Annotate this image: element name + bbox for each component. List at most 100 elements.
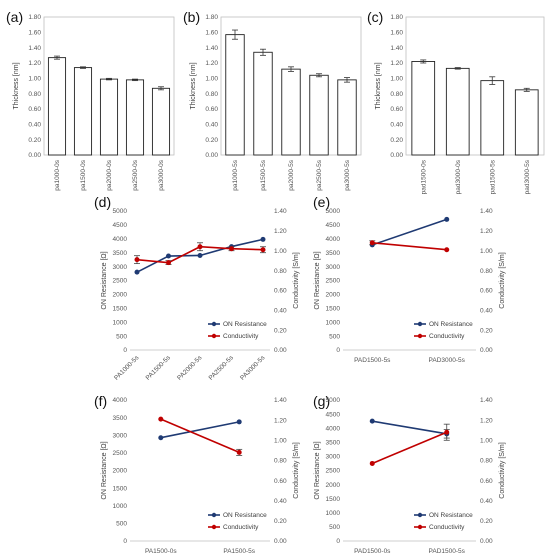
x-tick-label: pa2000-0s	[106, 159, 113, 190]
y-tick-label: 0.40	[205, 122, 218, 129]
y-tick-label: 0.80	[205, 91, 218, 98]
y-tick-label: 1.40	[205, 45, 218, 52]
bar	[99, 78, 119, 156]
x-tick-label: pad3000-0s	[455, 159, 462, 194]
data-point	[197, 252, 203, 258]
right-tick-label: 1.20	[274, 228, 287, 235]
left-tick-label: 3500	[326, 250, 341, 257]
data-point	[444, 429, 450, 435]
left-axis-title: ON Resistance [Ω]	[101, 251, 108, 309]
legend-marker	[417, 321, 423, 327]
y-tick-label: 1.60	[390, 30, 403, 37]
legend-marker	[417, 333, 423, 339]
y-tick-label: 0.40	[28, 122, 41, 129]
left-tick-label: 4500	[113, 222, 128, 229]
right-tick-label: 0.80	[274, 458, 287, 465]
data-point	[444, 216, 450, 222]
left-tick-label: 1000	[113, 319, 128, 326]
x-tick-label: PAD1500-5s	[429, 548, 466, 555]
x-tick-label: pad1500-0s	[420, 159, 427, 194]
x-tick-label: pa1500-0s	[80, 159, 87, 190]
bar	[125, 79, 145, 156]
y-tick-label: 1.20	[390, 60, 403, 67]
x-tick-label: pad1500-5s	[489, 159, 496, 194]
x-tick-label: pa2500-0s	[132, 159, 139, 190]
x-tick-label: PA3000-5s	[239, 354, 267, 382]
x-tick-label: pa2500-5s	[316, 159, 323, 190]
legend-label: ON Resistance	[429, 321, 473, 328]
x-tick-label: PA1500-0s	[145, 548, 177, 555]
left-tick-label: 2500	[113, 278, 128, 285]
legend-marker	[211, 524, 217, 530]
right-tick-label: 0.00	[480, 347, 493, 354]
left-tick-label: 500	[116, 333, 127, 340]
x-tick-label: pad3000-5s	[524, 159, 531, 194]
bar	[253, 51, 273, 156]
left-tick-label: 1500	[113, 306, 128, 313]
right-tick-label: 1.20	[480, 228, 493, 235]
y-tick-label: 0.20	[390, 137, 403, 144]
right-tick-label: 0.80	[480, 268, 493, 275]
x-tick-label: PA1000-5s	[113, 354, 141, 382]
y-tick-label: 1.60	[28, 30, 41, 37]
y-tick-label: 0.00	[205, 152, 218, 159]
left-tick-label: 2500	[113, 450, 128, 457]
panel-label: (d)	[94, 194, 111, 210]
series-line-on-resistance	[372, 420, 447, 435]
panel-label: (g)	[313, 393, 330, 409]
x-tick-label: pa1000-5s	[232, 159, 239, 190]
left-tick-label: 5000	[326, 397, 341, 404]
left-tick-label: 4500	[326, 222, 341, 229]
y-tick-label: 1.20	[28, 60, 41, 67]
left-axis-title: ON Resistance [Ω]	[314, 441, 321, 499]
left-tick-label: 3500	[113, 415, 128, 422]
left-tick-label: 2000	[326, 482, 341, 489]
data-point	[369, 418, 375, 424]
right-axis-title: Conductivity [S/m]	[293, 252, 300, 308]
right-tick-label: 0.00	[274, 538, 287, 545]
left-tick-label: 500	[329, 524, 340, 531]
x-tick-label: PAD1500-0s	[354, 548, 391, 555]
panel-label: (b)	[183, 9, 200, 25]
y-tick-label: 1.40	[390, 45, 403, 52]
legend-label: Conductivity	[223, 524, 259, 531]
line-chart-4: (e) 0 500 1000 1500 2000 2500 3000 3500 4000 4500 5…	[313, 194, 506, 364]
data-point	[197, 244, 203, 250]
left-axis-title: ON Resistance [Ω]	[101, 441, 108, 499]
right-tick-label: 0.80	[274, 268, 287, 275]
left-tick-label: 0	[336, 538, 340, 545]
data-point	[236, 449, 242, 455]
data-point	[229, 246, 234, 252]
bar	[337, 79, 357, 156]
legend-label: ON Resistance	[223, 512, 267, 519]
left-tick-label: 3000	[326, 264, 341, 271]
left-tick-label: 4000	[113, 397, 128, 404]
data-point	[166, 253, 171, 259]
data-point	[260, 236, 266, 242]
left-tick-label: 0	[336, 347, 340, 354]
left-tick-label: 3000	[326, 454, 341, 461]
data-point	[158, 435, 164, 441]
y-tick-label: 0.20	[205, 137, 218, 144]
legend-label: ON Resistance	[223, 321, 267, 328]
right-tick-label: 0.00	[480, 538, 493, 545]
right-tick-label: 0.40	[274, 498, 287, 505]
x-tick-label: PAD3000-5s	[429, 357, 466, 364]
panel-label: (c)	[367, 9, 383, 25]
series-line-on-resistance	[372, 218, 447, 246]
legend-label: Conductivity	[429, 333, 465, 340]
y-tick-label: 0.40	[390, 122, 403, 129]
right-tick-label: 1.00	[274, 437, 287, 444]
left-tick-label: 1000	[113, 503, 128, 510]
left-tick-label: 3000	[113, 264, 128, 271]
y-tick-label: 0.80	[28, 91, 41, 98]
right-tick-label: 1.00	[480, 437, 493, 444]
legend-marker	[417, 512, 423, 518]
y-tick-label: 0.60	[390, 106, 403, 113]
left-tick-label: 2500	[326, 468, 341, 475]
left-tick-label: 0	[123, 538, 127, 545]
data-point	[444, 247, 450, 253]
x-tick-label: pa3000-5s	[344, 159, 351, 190]
y-tick-label: 0.60	[28, 106, 41, 113]
